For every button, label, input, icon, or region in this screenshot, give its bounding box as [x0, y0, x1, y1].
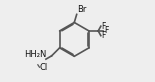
- Text: F: F: [101, 22, 106, 31]
- Text: F: F: [104, 26, 108, 35]
- Text: Cl: Cl: [39, 63, 47, 72]
- Text: Br: Br: [77, 5, 86, 14]
- Text: HH₂N: HH₂N: [24, 50, 46, 59]
- Text: F: F: [101, 31, 106, 40]
